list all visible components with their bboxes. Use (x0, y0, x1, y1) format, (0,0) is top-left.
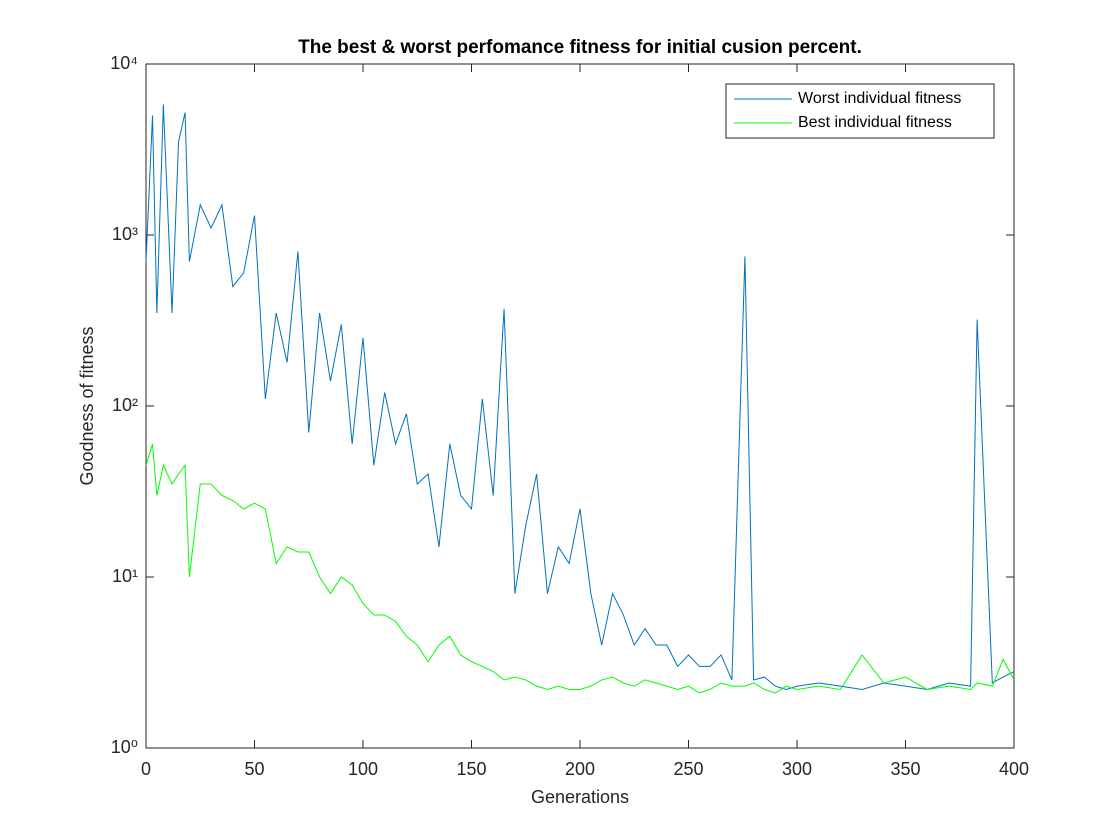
axes-box (145, 63, 1015, 749)
y-tick-label: 10⁴ (110, 53, 138, 73)
x-tick-label: 350 (890, 759, 920, 779)
legend-box (725, 83, 995, 139)
x-axis-label: Generations (531, 787, 629, 807)
y-axis-label: Goodness of fitness (77, 326, 97, 485)
y-tick-label: 10³ (112, 224, 138, 244)
x-tick-label: 150 (456, 759, 486, 779)
x-tick-label: 100 (348, 759, 378, 779)
x-tick-label: 200 (565, 759, 595, 779)
x-tick-label: 250 (673, 759, 703, 779)
legend-label: Worst individual fitness (798, 90, 961, 107)
y-tick-label: 10² (112, 395, 138, 415)
series-line (145, 443, 1015, 694)
x-tick-label: 0 (141, 759, 151, 779)
x-tick-label: 50 (244, 759, 264, 779)
y-tick-label: 10⁰ (111, 737, 138, 757)
series-line (145, 104, 1015, 690)
x-tick-label: 400 (999, 759, 1029, 779)
y-tick-label: 10¹ (112, 566, 138, 586)
legend-label: Best individual fitness (798, 114, 952, 131)
x-tick-label: 300 (782, 759, 812, 779)
chart-title: The best & worst perfomance fitness for … (298, 37, 862, 58)
